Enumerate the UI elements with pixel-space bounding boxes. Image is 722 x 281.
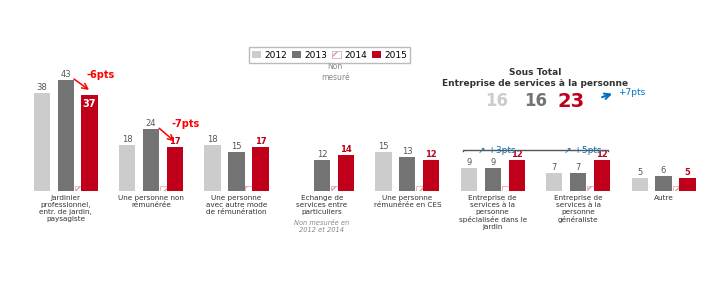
Bar xyxy=(74,186,83,191)
Text: 7: 7 xyxy=(552,163,557,172)
Bar xyxy=(484,168,501,191)
Bar xyxy=(399,157,415,191)
Text: -6pts: -6pts xyxy=(86,70,114,80)
Text: -7pts: -7pts xyxy=(172,119,200,129)
Text: 17: 17 xyxy=(255,137,266,146)
Text: Non
mesuré: Non mesuré xyxy=(321,62,349,82)
Bar xyxy=(502,186,510,191)
Bar xyxy=(167,147,183,191)
Text: ↗ +5pts: ↗ +5pts xyxy=(564,146,601,155)
Text: 37: 37 xyxy=(83,99,96,109)
Bar xyxy=(656,176,671,191)
Text: 14: 14 xyxy=(340,145,352,154)
Text: 18: 18 xyxy=(122,135,133,144)
Bar xyxy=(58,80,74,191)
Text: 6: 6 xyxy=(661,166,666,175)
Text: 9: 9 xyxy=(490,158,495,167)
Bar xyxy=(34,93,50,191)
Text: 16: 16 xyxy=(524,92,547,110)
Bar xyxy=(338,155,354,191)
Legend: 2012, 2013, 2014, 2015: 2012, 2013, 2014, 2015 xyxy=(249,47,410,63)
Bar xyxy=(143,129,160,191)
Bar xyxy=(82,96,97,191)
Text: 12: 12 xyxy=(596,150,608,159)
Text: ↗ +3pts: ↗ +3pts xyxy=(478,146,516,155)
Bar xyxy=(587,186,596,191)
Bar xyxy=(314,160,330,191)
Bar xyxy=(508,160,525,191)
Bar xyxy=(252,147,269,191)
Text: 12: 12 xyxy=(317,150,327,159)
Text: Non mesurée en
2012 et 2014: Non mesurée en 2012 et 2014 xyxy=(295,219,349,232)
Text: +7pts: +7pts xyxy=(618,88,645,97)
Bar xyxy=(461,168,477,191)
Text: 23: 23 xyxy=(557,92,585,110)
Text: 38: 38 xyxy=(36,83,47,92)
Bar xyxy=(672,186,681,191)
Text: 18: 18 xyxy=(207,135,218,144)
Bar xyxy=(632,178,648,191)
Text: 12: 12 xyxy=(425,150,437,159)
Bar xyxy=(570,173,586,191)
Bar xyxy=(204,144,221,191)
Bar xyxy=(245,186,254,191)
Text: 16: 16 xyxy=(485,92,508,110)
Text: 17: 17 xyxy=(169,137,180,146)
Bar xyxy=(119,144,135,191)
Text: Sous Total
Entreprise de services à la personne: Sous Total Entreprise de services à la p… xyxy=(443,68,628,88)
Bar xyxy=(679,178,695,191)
Text: 15: 15 xyxy=(378,142,388,151)
Text: 43: 43 xyxy=(61,70,71,79)
Text: 9: 9 xyxy=(466,158,471,167)
Text: 5: 5 xyxy=(684,168,690,177)
Text: 5: 5 xyxy=(637,168,643,177)
Text: 7: 7 xyxy=(575,163,580,172)
Bar xyxy=(331,186,339,191)
Text: 12: 12 xyxy=(510,150,523,159)
Bar xyxy=(423,160,440,191)
Bar xyxy=(594,160,610,191)
Bar xyxy=(546,173,562,191)
Bar xyxy=(375,152,391,191)
Bar xyxy=(417,186,425,191)
Bar xyxy=(160,186,169,191)
Text: 15: 15 xyxy=(231,142,242,151)
Bar xyxy=(228,152,245,191)
Text: 13: 13 xyxy=(402,148,413,157)
Text: 24: 24 xyxy=(146,119,157,128)
